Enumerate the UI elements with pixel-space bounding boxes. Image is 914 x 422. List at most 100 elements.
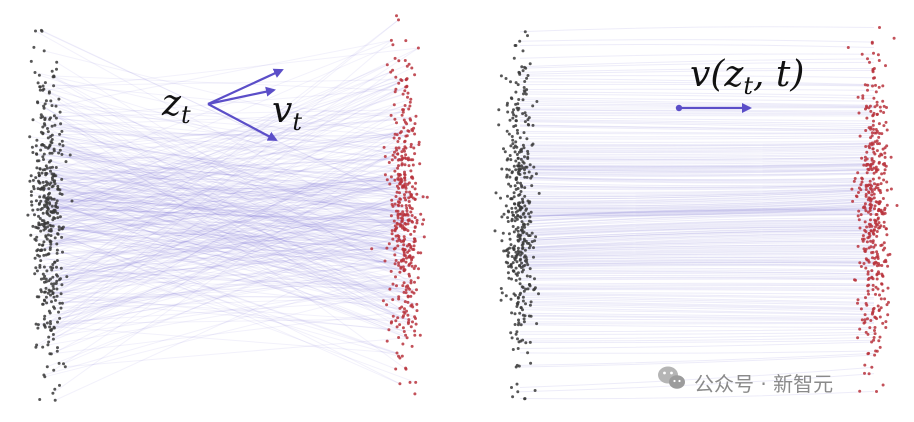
flow-path	[519, 113, 875, 116]
target-point	[895, 204, 899, 207]
source-point	[36, 248, 40, 252]
source-point	[515, 260, 519, 264]
source-point	[48, 239, 52, 243]
watermark-text: 公众号 · 新智元	[694, 372, 833, 396]
target-point	[884, 258, 888, 262]
target-point	[870, 158, 874, 162]
source-point	[506, 110, 510, 114]
target-point	[397, 164, 400, 168]
source-point	[42, 49, 46, 53]
source-point	[523, 168, 526, 172]
source-point	[29, 59, 33, 63]
source-point	[56, 320, 59, 324]
source-point	[52, 114, 56, 118]
target-point	[858, 226, 862, 230]
source-point	[518, 234, 522, 238]
source-point	[49, 169, 52, 173]
target-point	[875, 250, 879, 254]
target-point	[396, 140, 400, 143]
source-point	[506, 271, 510, 275]
target-point	[875, 273, 879, 277]
source-point	[516, 323, 520, 327]
source-point	[39, 259, 43, 263]
target-point	[878, 293, 881, 297]
flow-path	[519, 153, 875, 157]
source-point	[37, 159, 41, 163]
source-point	[516, 238, 520, 242]
source-point	[521, 197, 524, 201]
target-point	[394, 209, 398, 213]
flow-path	[54, 115, 401, 309]
source-point	[515, 128, 519, 132]
flow-path	[519, 111, 875, 114]
target-point	[400, 220, 404, 223]
target-point	[872, 119, 875, 123]
flow-path	[519, 262, 875, 266]
target-point	[876, 186, 880, 190]
target-point	[883, 155, 887, 159]
target-point	[875, 252, 879, 256]
target-point	[407, 196, 411, 200]
flow-path	[52, 125, 403, 222]
source-point	[514, 114, 518, 118]
target-point	[397, 18, 400, 22]
source-point	[516, 295, 520, 299]
source-point	[510, 265, 513, 269]
source-point	[512, 292, 516, 296]
source-point	[523, 194, 527, 198]
target-point	[407, 164, 411, 168]
flow-path	[52, 88, 397, 295]
target-point	[876, 257, 880, 260]
source-point	[39, 113, 43, 117]
source-point	[506, 220, 510, 223]
target-point	[879, 208, 883, 212]
flow-path	[53, 173, 415, 243]
source-point	[519, 306, 523, 310]
flow-path	[49, 164, 406, 185]
target-point	[886, 253, 890, 257]
flow-path	[31, 182, 410, 196]
target-point	[395, 148, 399, 152]
target-point	[393, 202, 397, 206]
flow-path	[54, 247, 388, 401]
target-point	[411, 320, 414, 324]
target-point	[863, 206, 867, 210]
target-point	[395, 239, 399, 243]
source-point	[529, 300, 533, 304]
source-point	[514, 177, 518, 181]
flow-path	[41, 217, 402, 280]
target-point	[416, 251, 420, 255]
flow-path	[519, 265, 875, 268]
flow-path	[519, 206, 875, 216]
flow-path	[31, 191, 413, 323]
flow-path	[519, 314, 875, 320]
target-point	[401, 326, 405, 330]
source-point	[52, 326, 56, 330]
source-point	[45, 269, 49, 273]
source-point	[55, 294, 59, 298]
flow-path	[44, 196, 428, 268]
target-point	[868, 326, 872, 330]
flow-path	[45, 214, 413, 230]
target-point	[872, 306, 876, 310]
source-point	[36, 187, 40, 191]
source-point	[51, 291, 55, 295]
source-point	[49, 229, 53, 233]
flow-path	[32, 93, 404, 211]
flow-path	[47, 220, 412, 368]
flow-path	[519, 191, 875, 202]
source-point	[522, 320, 526, 324]
target-point	[857, 186, 861, 190]
target-point	[387, 242, 391, 246]
flow-path	[519, 130, 875, 134]
flow-path	[42, 144, 416, 319]
target-point	[403, 248, 407, 252]
flow-path	[58, 188, 398, 237]
target-point	[370, 247, 374, 251]
target-point	[402, 281, 406, 285]
source-point	[521, 246, 525, 250]
target-point	[880, 132, 884, 136]
source-point	[56, 216, 60, 220]
target-point	[406, 182, 410, 186]
target-point	[401, 108, 405, 112]
